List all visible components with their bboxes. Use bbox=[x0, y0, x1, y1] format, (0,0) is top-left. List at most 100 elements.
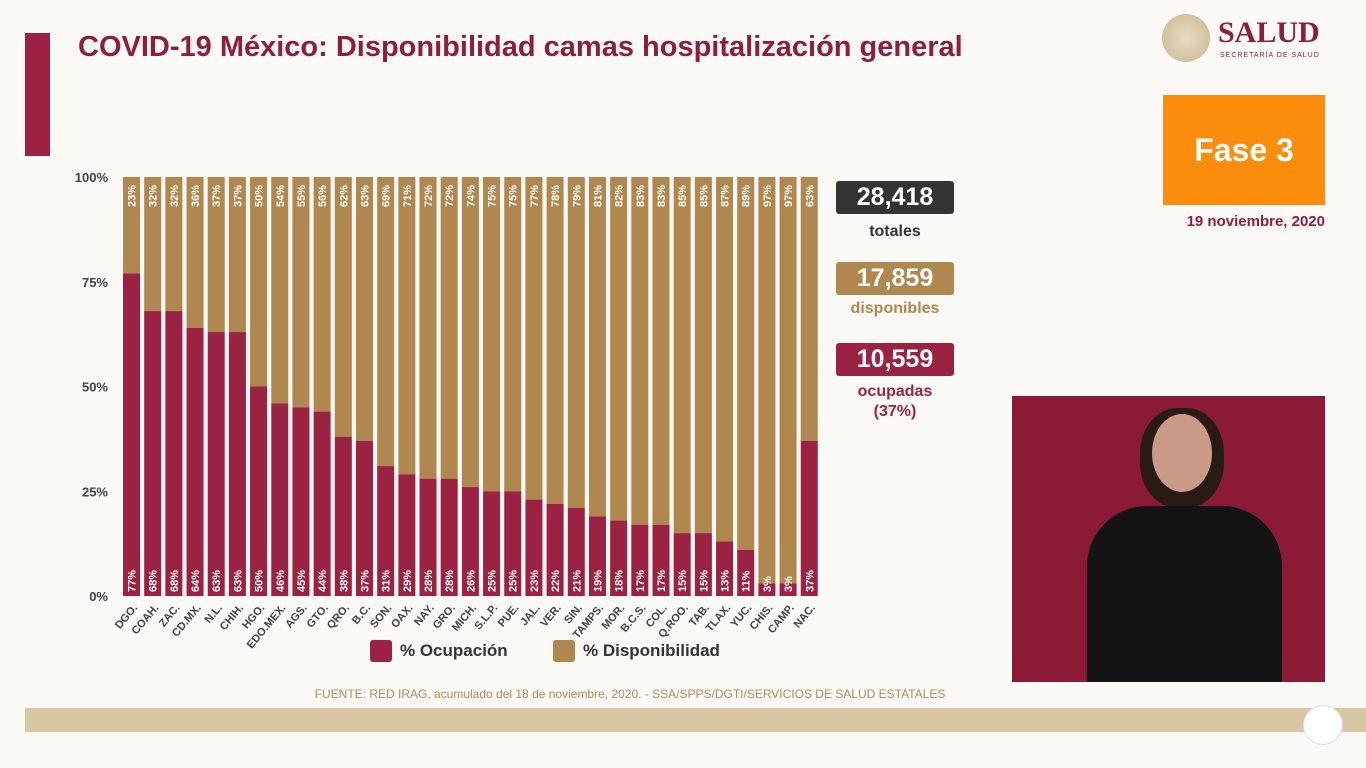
x-tick-label: VER. bbox=[538, 602, 564, 629]
data-label-occupancy: 28% bbox=[444, 570, 456, 592]
data-label-availability: 62% bbox=[338, 185, 350, 207]
bar-availability bbox=[228, 177, 246, 333]
data-label-occupancy: 38% bbox=[338, 570, 350, 592]
bar-availability bbox=[567, 177, 585, 509]
data-label-availability: 75% bbox=[508, 185, 520, 207]
bar-availability bbox=[694, 177, 712, 534]
x-tick-label: OAX. bbox=[389, 602, 415, 630]
data-label-availability: 72% bbox=[444, 185, 456, 207]
bar-occupancy bbox=[758, 583, 776, 596]
x-tick-label: PUE. bbox=[496, 602, 522, 629]
bar-occupancy bbox=[123, 273, 140, 596]
bar-occupancy bbox=[483, 491, 501, 596]
data-label-availability: 72% bbox=[423, 185, 435, 207]
legend-swatch bbox=[553, 640, 575, 662]
bar-availability bbox=[419, 177, 437, 479]
total-label: totales bbox=[869, 223, 921, 240]
bar-availability bbox=[313, 177, 331, 412]
data-label-availability: 75% bbox=[487, 185, 499, 207]
phase-badge: Fase 3 bbox=[1163, 95, 1325, 205]
y-tick-label: 25% bbox=[82, 484, 108, 499]
data-label-occupancy: 3% bbox=[762, 576, 774, 592]
footer-band bbox=[25, 708, 1366, 732]
bar-occupancy bbox=[631, 524, 649, 596]
bar-availability bbox=[440, 177, 458, 479]
data-label-occupancy: 21% bbox=[571, 570, 583, 592]
logo-name: SALUD bbox=[1218, 16, 1320, 49]
data-label-occupancy: 68% bbox=[148, 570, 160, 592]
bar-availability bbox=[631, 177, 649, 525]
bar-availability bbox=[292, 177, 310, 408]
gobierno-mexico-logo bbox=[1303, 705, 1343, 745]
bar-availability bbox=[250, 177, 268, 387]
data-label-availability: 97% bbox=[762, 185, 774, 207]
data-label-availability: 77% bbox=[529, 185, 541, 207]
bar-availability bbox=[123, 177, 140, 274]
data-label-availability: 54% bbox=[275, 185, 287, 207]
bar-availability bbox=[144, 177, 162, 312]
bar-availability bbox=[165, 177, 183, 312]
available-label: disponibles bbox=[850, 300, 940, 317]
bar-availability bbox=[461, 177, 479, 488]
data-label-occupancy: 50% bbox=[254, 570, 266, 592]
data-label-availability: 56% bbox=[317, 185, 329, 207]
salud-logo: SALUD SECRETARÍA DE SALUD bbox=[1160, 12, 1330, 67]
data-label-occupancy: 25% bbox=[487, 570, 499, 592]
bar-occupancy bbox=[716, 541, 734, 596]
bar-availability bbox=[398, 177, 416, 475]
bar-occupancy bbox=[186, 327, 204, 596]
total-value: 28,418 bbox=[836, 181, 954, 214]
bar-occupancy bbox=[694, 533, 712, 596]
bar-occupancy bbox=[800, 440, 818, 596]
x-tick-label: JAL. bbox=[518, 602, 543, 628]
data-label-occupancy: 22% bbox=[550, 570, 562, 592]
bar-availability bbox=[758, 177, 776, 584]
bar-availability bbox=[525, 177, 543, 500]
data-label-occupancy: 45% bbox=[296, 570, 308, 592]
bar-availability bbox=[546, 177, 564, 504]
occupied-value: 10,559 bbox=[836, 343, 954, 376]
data-label-occupancy: 37% bbox=[359, 570, 371, 592]
data-label-availability: 23% bbox=[127, 185, 139, 207]
bar-availability bbox=[207, 177, 225, 333]
bar-availability bbox=[334, 177, 352, 437]
data-label-availability: 83% bbox=[656, 185, 668, 207]
data-label-availability: 36% bbox=[190, 185, 202, 207]
y-tick-label: 50% bbox=[82, 380, 108, 395]
bar-availability bbox=[716, 177, 734, 542]
data-label-occupancy: 44% bbox=[317, 570, 329, 592]
data-label-availability: 69% bbox=[381, 185, 393, 207]
page-title: COVID-19 México: Disponibilidad camas ho… bbox=[78, 31, 963, 63]
bar-chart: 0%25%50%75%100%23%77%DGO.32%68%COAH.32%6… bbox=[75, 170, 818, 651]
bar-occupancy bbox=[588, 516, 606, 596]
y-tick-label: 75% bbox=[82, 275, 108, 290]
data-label-availability: 63% bbox=[804, 185, 816, 207]
data-label-availability: 32% bbox=[169, 185, 181, 207]
data-label-occupancy: 46% bbox=[275, 570, 287, 592]
bar-availability bbox=[186, 177, 204, 328]
bar-occupancy bbox=[419, 478, 437, 596]
y-tick-label: 100% bbox=[75, 170, 109, 185]
data-label-occupancy: 17% bbox=[656, 570, 668, 592]
data-label-occupancy: 11% bbox=[741, 570, 753, 592]
data-label-occupancy: 64% bbox=[190, 570, 202, 592]
x-tick-label: QRO. bbox=[325, 602, 352, 631]
data-label-availability: 71% bbox=[402, 185, 414, 207]
bar-occupancy bbox=[228, 332, 246, 596]
occupied-label: ocupadas bbox=[857, 383, 933, 400]
data-label-availability: 81% bbox=[592, 185, 604, 207]
y-tick-label: 0% bbox=[89, 589, 108, 604]
bar-occupancy bbox=[779, 583, 797, 596]
bar-occupancy bbox=[461, 487, 479, 596]
bar-occupancy bbox=[546, 503, 564, 596]
bar-occupancy bbox=[144, 311, 162, 596]
data-label-availability: 89% bbox=[741, 185, 753, 207]
bar-availability bbox=[483, 177, 501, 492]
data-label-occupancy: 17% bbox=[635, 570, 647, 592]
data-label-availability: 63% bbox=[359, 185, 371, 207]
data-label-availability: 74% bbox=[465, 185, 477, 207]
bar-occupancy bbox=[504, 491, 522, 596]
data-label-occupancy: 63% bbox=[232, 570, 244, 592]
bar-occupancy bbox=[313, 411, 331, 596]
x-tick-label: CHIH. bbox=[218, 602, 246, 633]
